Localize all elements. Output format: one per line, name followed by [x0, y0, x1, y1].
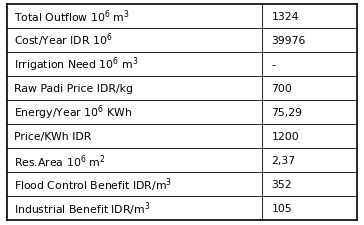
Text: 352: 352 — [272, 180, 292, 189]
Text: Raw Padi Price IDR/kg: Raw Padi Price IDR/kg — [14, 83, 133, 93]
Text: 105: 105 — [272, 204, 292, 214]
Text: 2,37: 2,37 — [272, 155, 296, 165]
Text: Flood Control Benefit IDR/m$^3$: Flood Control Benefit IDR/m$^3$ — [14, 176, 172, 193]
Text: 75,29: 75,29 — [272, 108, 302, 117]
Text: Cost/Year IDR 10$^6$: Cost/Year IDR 10$^6$ — [14, 32, 112, 49]
Text: Total Outflow 10$^6$ m$^3$: Total Outflow 10$^6$ m$^3$ — [14, 8, 130, 25]
Text: 1200: 1200 — [272, 132, 299, 142]
Text: Price/KWh IDR: Price/KWh IDR — [14, 132, 91, 142]
Text: 700: 700 — [272, 83, 292, 93]
Text: -: - — [272, 60, 275, 70]
Text: Energy/Year 10$^6$ KWh: Energy/Year 10$^6$ KWh — [14, 103, 132, 122]
Text: Industrial Benefit IDR/m$^3$: Industrial Benefit IDR/m$^3$ — [14, 200, 150, 217]
Text: 1324: 1324 — [272, 11, 299, 21]
Text: Irrigation Need 10$^6$ m$^3$: Irrigation Need 10$^6$ m$^3$ — [14, 55, 138, 74]
Text: Res.Area 10$^6$ m$^2$: Res.Area 10$^6$ m$^2$ — [14, 152, 105, 169]
Text: 39976: 39976 — [272, 36, 306, 45]
